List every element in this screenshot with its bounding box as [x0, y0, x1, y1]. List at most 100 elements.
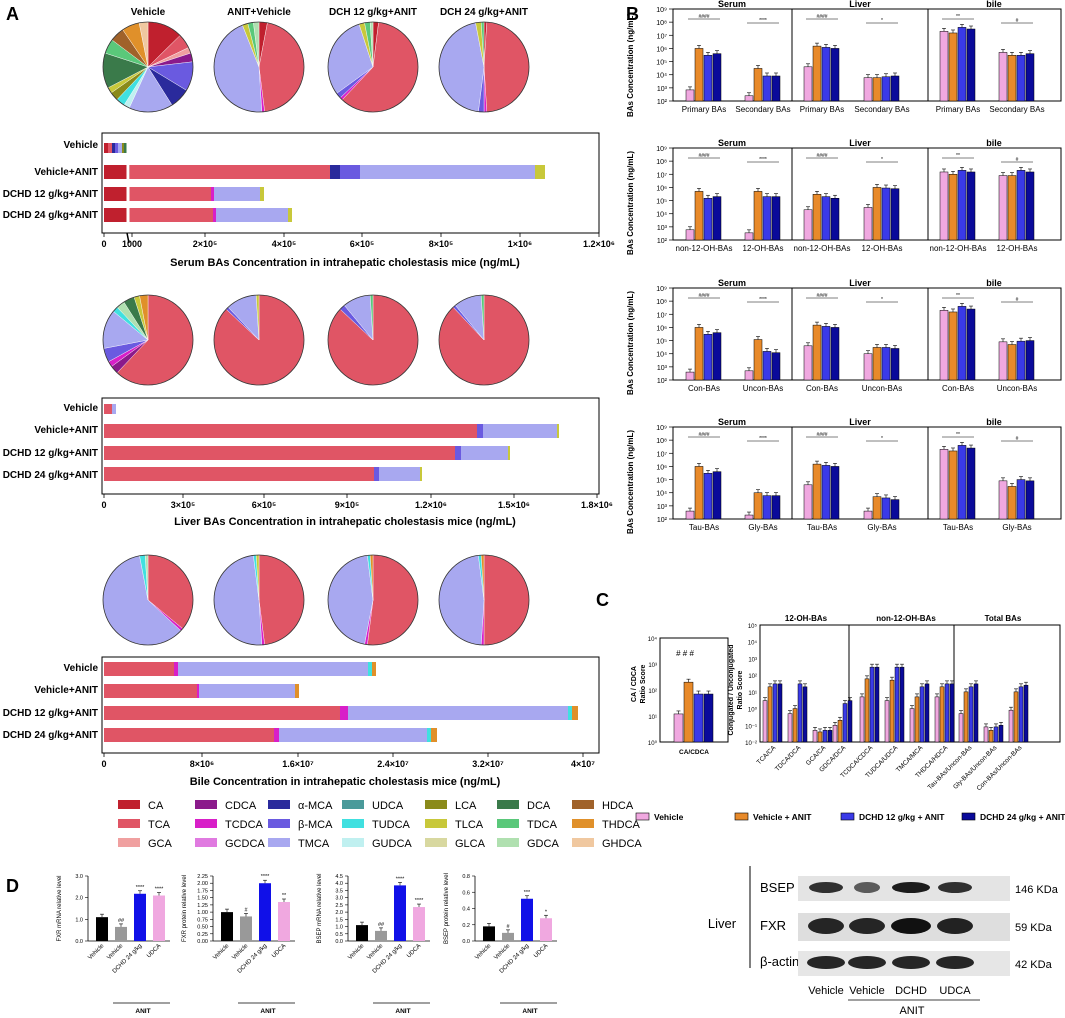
c2-section-2: Total BAs: [985, 614, 1022, 623]
blot-band-FXR-lane-0: [808, 918, 844, 934]
d-chart1-anit-label: ANIT: [260, 1008, 275, 1015]
b-row2-bar-1-2: [762, 351, 772, 381]
liver-bar-label-3: DCHD 24 g/kg+ANIT: [3, 470, 98, 481]
d-chart3-anit-label: ANIT: [522, 1008, 537, 1015]
serum-bar-vehicle-seg-TMCA-4: [118, 143, 122, 153]
c2-bar-8-3: [973, 683, 979, 743]
b-row0-bar-4-2: [957, 27, 967, 102]
b-row3-bar-3-1: [872, 496, 882, 520]
liver-bar-label-2: DCHD 12 g/kg+ANIT: [3, 448, 98, 459]
serum-bar-anit-seg-TLCA-5: [535, 165, 545, 179]
blot-band-FXR-lane-1: [849, 918, 885, 934]
c2-bar-3-0: [832, 725, 838, 743]
legend-swatch-anit: [734, 812, 749, 821]
b-ylabel-0: BAs Concentration (ng/mL): [626, 13, 635, 117]
c2-bar-6-2: [919, 686, 925, 743]
b-row0-bar-5-2: [1016, 55, 1026, 102]
liver-bar-anit-seg-TCA-0: [104, 424, 477, 438]
pie-title-anit: ANIT+Vehicle: [227, 7, 291, 18]
b-row0-bar-3-3: [890, 75, 900, 102]
b-row2-bar-5-3: [1025, 340, 1035, 381]
liver-bar-dch24-seg-bMCA-1: [374, 467, 379, 481]
c2-bar-5-0: [884, 700, 890, 743]
b-row2-bar-0-1: [694, 327, 704, 381]
c2-ytick-2: 10⁰: [748, 707, 758, 714]
legend-label-GCA: GCA: [148, 838, 173, 850]
b-row3-bar-0-0: [685, 510, 695, 520]
bile-bars-frame: [101, 656, 600, 754]
c2-bar-5-3: [899, 666, 905, 743]
b-row1-sig-5: #: [1016, 157, 1019, 163]
c2-bar-8-2: [968, 686, 974, 743]
b-row3-xcat-2: Tau-BAs: [807, 523, 837, 532]
serum-bar-dch24-seg-TMCA-3: [216, 208, 288, 222]
b-row2-bar-3-2: [881, 347, 891, 381]
b-row2-bar-4-1: [948, 311, 958, 381]
c2-bar-4-0: [859, 696, 865, 743]
c2-bar-8-1: [963, 691, 969, 743]
liver-bar-label-1: Vehicle+ANIT: [34, 425, 98, 436]
serum-pie-dch12-outline: [327, 21, 419, 113]
panel-label-c: C: [596, 590, 609, 610]
d-chart3-sig-3: *: [545, 909, 548, 915]
b-row0-ytick-label-3: 10⁵: [656, 60, 667, 67]
b-row2-bar-3-3: [890, 348, 900, 381]
blot-band-β-actin-lane-2: [892, 956, 930, 969]
serum-bar-label-2: DCHD 12 g/kg+ANIT: [3, 189, 98, 200]
serum-bar-vehicle-seg-aMCA-2: [112, 143, 115, 153]
serum-bar-dch24-seg-TCDCA-2: [213, 208, 216, 222]
b-row3-bar-4-3: [966, 447, 976, 520]
liver-pie-dch24-outline: [438, 294, 530, 386]
b-row2-section-0: Serum: [718, 278, 746, 288]
bile-pie-anit-outline: [213, 554, 305, 646]
b-row2-bar-4-3: [966, 308, 976, 381]
b-row3-ytick-label-5: 10⁷: [657, 451, 668, 458]
b-row1-bar-2-2: [821, 196, 831, 241]
legend-label-CA: CA: [148, 800, 164, 812]
d-chart3-bar-3: [540, 918, 552, 941]
liver-bars-xtick-label-3: 9×10⁵: [335, 500, 360, 510]
b-row0-bar-0-0: [685, 89, 695, 102]
legend-swatch-CA: [118, 800, 140, 809]
c2-bar-10-0: [1008, 709, 1014, 743]
d-chart0-sig-3: ****: [155, 887, 164, 893]
d-chart3-bar-2: [521, 898, 533, 941]
c2-bar-0-0: [762, 700, 768, 743]
b-row3-xcat-4: Tau-BAs: [943, 523, 973, 532]
liver-bar-anit-seg-TLCA-3: [557, 424, 559, 438]
b-row0-bar-3-0: [863, 77, 873, 102]
legend-label-GUDCA: GUDCA: [372, 838, 412, 850]
b-row2-xcat-2: Con-BAs: [806, 384, 838, 393]
bile-bar-vehicle-seg-TMCA-2: [178, 662, 368, 676]
c2-bar-9-0: [983, 726, 989, 743]
liver-bars-xtick-label-5: 1.5×10⁶: [498, 500, 530, 510]
c2-bar-7-2: [944, 683, 950, 743]
serum-bar-anit-seg-CA-0: [104, 165, 130, 179]
b-row1-xcat-4: non-12-OH-BAs: [930, 244, 987, 253]
b-row3-bar-4-1: [948, 450, 958, 520]
d-chart1-ytick-label-0: 0.00: [197, 939, 208, 945]
b-row0-ytick-label-6: 10⁸: [656, 20, 667, 27]
blot-band-BSEP-lane-1: [854, 882, 880, 893]
liver-bars-xtick-label-2: 6×10⁵: [252, 500, 277, 510]
c2-bar-9-1: [988, 730, 994, 743]
b-row1-bar-1-2: [762, 196, 772, 241]
d-chart0-xcat-3: UDCA: [146, 943, 162, 959]
b-row3-sig-0: ####: [698, 432, 709, 438]
legend-swatch-TCA: [118, 819, 140, 828]
b-row3-bar-5-2: [1016, 479, 1026, 520]
bile-bar-dch12-seg-TUDCA-3: [568, 706, 572, 720]
legend-label-HDCA: HDCA: [602, 800, 634, 812]
b-row3-section-1: Liver: [849, 417, 871, 427]
b-row3-sig-2: ####: [816, 432, 827, 438]
d-chart1-ylabel: FXR protein relative level: [182, 875, 188, 942]
blot-row-label-actin: β-actin: [760, 954, 799, 969]
d-chart3-bar-1: [502, 932, 514, 941]
d-chart3-xcat-1: Vehicle: [493, 943, 511, 961]
serum-bar-label-0: Vehicle: [64, 140, 99, 151]
b-row0-xcat-0: Primary BAs: [682, 105, 726, 114]
b-row0-bar-0-3: [712, 53, 722, 102]
b-row2-bar-5-1: [1007, 344, 1017, 381]
b-row0-bar-3-2: [881, 76, 891, 102]
legend-swatch-vehicle: [635, 812, 650, 821]
